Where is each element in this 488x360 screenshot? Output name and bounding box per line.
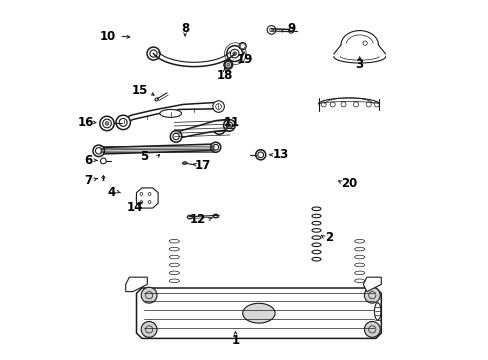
Ellipse shape	[239, 42, 246, 50]
Polygon shape	[136, 288, 381, 338]
Ellipse shape	[182, 162, 186, 165]
Circle shape	[288, 28, 293, 33]
Polygon shape	[120, 103, 219, 124]
Text: 18: 18	[216, 69, 232, 82]
Ellipse shape	[242, 303, 275, 323]
Circle shape	[212, 121, 225, 134]
Circle shape	[364, 321, 380, 337]
Polygon shape	[170, 120, 233, 140]
Circle shape	[255, 150, 265, 160]
Text: 4: 4	[107, 186, 115, 199]
Circle shape	[147, 47, 160, 60]
Polygon shape	[136, 188, 158, 208]
Circle shape	[226, 46, 242, 62]
Circle shape	[212, 101, 224, 112]
Text: 6: 6	[83, 154, 92, 167]
Circle shape	[141, 321, 157, 337]
Text: 17: 17	[195, 159, 211, 172]
Text: 11: 11	[224, 116, 240, 129]
Text: 10: 10	[100, 30, 116, 42]
Text: 19: 19	[236, 53, 252, 66]
Circle shape	[223, 120, 235, 131]
Circle shape	[170, 131, 182, 142]
Ellipse shape	[160, 109, 181, 117]
Circle shape	[266, 26, 275, 34]
Text: 8: 8	[181, 22, 189, 35]
Circle shape	[210, 142, 220, 152]
Text: 9: 9	[286, 22, 295, 35]
Circle shape	[232, 52, 236, 55]
Circle shape	[100, 116, 114, 131]
Text: 12: 12	[189, 213, 205, 226]
Text: 16: 16	[78, 116, 94, 129]
Text: 1: 1	[231, 334, 239, 347]
Polygon shape	[94, 144, 218, 154]
Circle shape	[136, 189, 154, 207]
Text: 14: 14	[126, 201, 142, 213]
Text: 7: 7	[83, 174, 92, 186]
Circle shape	[364, 287, 380, 303]
Text: 20: 20	[340, 177, 356, 190]
Ellipse shape	[224, 60, 232, 69]
Ellipse shape	[102, 176, 105, 179]
Circle shape	[218, 126, 220, 129]
Ellipse shape	[155, 98, 158, 101]
Circle shape	[101, 158, 106, 164]
Text: 15: 15	[132, 84, 148, 96]
Text: 13: 13	[272, 148, 288, 161]
Circle shape	[226, 63, 229, 66]
Polygon shape	[363, 277, 381, 292]
Circle shape	[116, 115, 130, 130]
Polygon shape	[125, 277, 147, 292]
Text: 5: 5	[139, 150, 147, 163]
Text: 3: 3	[355, 58, 363, 71]
Text: 2: 2	[325, 231, 332, 244]
Ellipse shape	[187, 215, 192, 219]
Ellipse shape	[213, 214, 218, 218]
Ellipse shape	[374, 303, 380, 320]
Circle shape	[93, 145, 104, 157]
Circle shape	[141, 287, 157, 303]
Circle shape	[143, 196, 147, 200]
Circle shape	[105, 122, 108, 125]
